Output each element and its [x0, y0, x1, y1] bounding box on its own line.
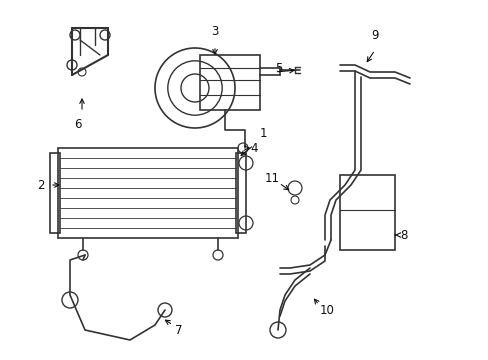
Bar — [58, 148, 238, 238]
Text: 8: 8 — [399, 229, 407, 242]
Text: 2: 2 — [38, 179, 45, 192]
Bar — [200, 55, 260, 110]
Text: 9: 9 — [370, 29, 378, 42]
Text: 4: 4 — [249, 141, 257, 154]
Bar — [50, 153, 60, 233]
Text: 11: 11 — [264, 171, 280, 185]
Text: 1: 1 — [260, 127, 267, 140]
Text: 10: 10 — [319, 303, 334, 316]
Text: 3: 3 — [211, 25, 218, 38]
Bar — [236, 153, 245, 233]
Text: 6: 6 — [74, 118, 81, 131]
Text: 7: 7 — [175, 324, 182, 337]
Bar — [339, 175, 394, 250]
Text: 5: 5 — [274, 62, 282, 75]
